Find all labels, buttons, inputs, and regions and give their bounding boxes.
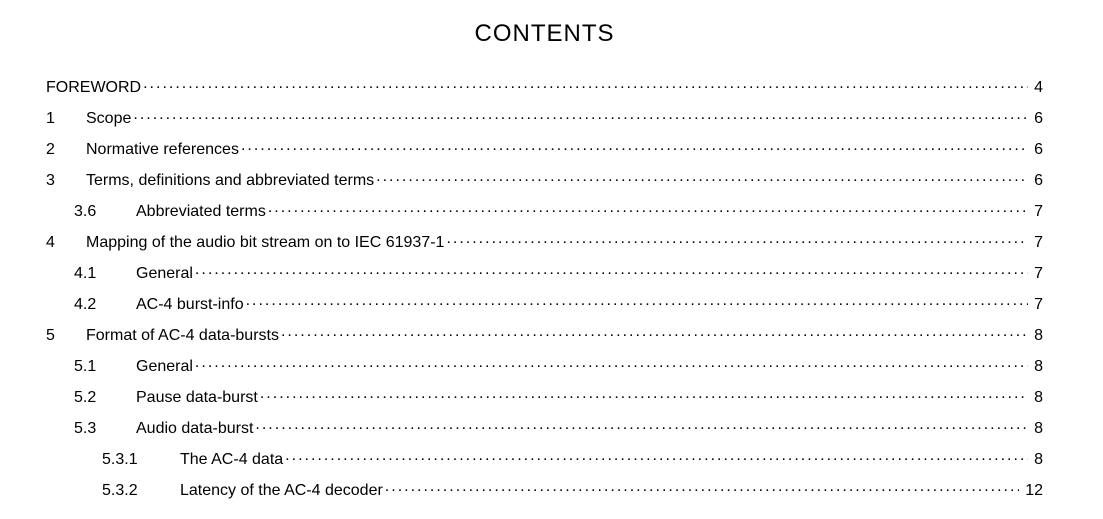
toc-entry: 4Mapping of the audio bit stream on to I… [46,231,1043,252]
toc-entry-number: 3 [46,172,86,190]
toc-entry-label: Terms, definitions and abbreviated terms [86,172,374,190]
toc-entry: 5.3Audio data-burst 8 [46,417,1043,438]
toc-entry-number: 5.1 [74,358,136,376]
toc-entry-page: 7 [1030,234,1043,252]
toc-entry-label: AC-4 burst-info [136,296,244,314]
page: CONTENTS FOREWORD41Scope62Normative refe… [0,0,1103,519]
toc-entry-page: 12 [1021,482,1043,500]
toc-leader-dots [195,355,1028,371]
toc-leader-dots [143,76,1028,92]
toc-entry-page: 8 [1030,420,1043,438]
toc-entry: 5.2Pause data-burst 8 [46,386,1043,407]
toc-entry-page: 8 [1030,327,1043,345]
toc-entry-number: 5 [46,327,86,345]
toc-entry-number: 5.3.1 [102,451,180,469]
toc-leader-dots [246,293,1029,309]
toc-entry-label: Format of AC-4 data-bursts [86,327,279,345]
toc-entry-label: Pause data-burst [136,389,258,407]
toc-leader-dots [376,169,1028,185]
toc-entry-number: 5.3.2 [102,482,180,500]
toc-entry-number: 4.1 [74,265,136,283]
toc-entry-page: 6 [1030,141,1043,159]
toc-entry-number: 5.2 [74,389,136,407]
toc-leader-dots [195,262,1028,278]
toc-entry-number: 1 [46,110,86,128]
toc-entry-page: 7 [1030,203,1043,221]
toc-entry-page: 8 [1030,451,1043,469]
toc-entry: 3.6Abbreviated terms 7 [46,200,1043,221]
toc-entry-number: 4 [46,234,86,252]
toc-entry-label: Audio data-burst [136,420,253,438]
toc-entry-number: 4.2 [74,296,136,314]
toc-entry-label: Scope [86,110,131,128]
toc-entry: 5Format of AC-4 data-bursts 8 [46,324,1043,345]
toc-entry-number: 3.6 [74,203,136,221]
toc-entry: 4.1General 7 [46,262,1043,283]
toc-entry-label: Mapping of the audio bit stream on to IE… [86,234,444,252]
toc-entry: FOREWORD 4 [46,76,1043,97]
table-of-contents: FOREWORD41Scope62Normative references63T… [46,76,1043,500]
toc-leader-dots [285,448,1028,464]
toc-entry: 5.3.2Latency of the AC-4 decoder 12 [46,479,1043,500]
toc-entry-label: Latency of the AC-4 decoder [180,482,383,500]
toc-leader-dots [446,231,1028,247]
contents-title: CONTENTS [46,20,1043,48]
toc-entry-label: General [136,358,193,376]
toc-leader-dots [255,417,1028,433]
toc-entry: 5.1General 8 [46,355,1043,376]
toc-entry-label: FOREWORD [46,79,141,97]
toc-leader-dots [268,200,1028,216]
toc-leader-dots [241,138,1028,154]
toc-entry-page: 6 [1030,172,1043,190]
toc-entry-label: General [136,265,193,283]
toc-entry-number: 2 [46,141,86,159]
toc-entry-page: 6 [1030,110,1043,128]
toc-entry-label: The AC-4 data [180,451,283,469]
toc-entry-page: 8 [1030,358,1043,376]
toc-entry-page: 8 [1030,389,1043,407]
toc-entry-page: 7 [1030,296,1043,314]
toc-leader-dots [385,479,1019,495]
toc-entry: 2Normative references 6 [46,138,1043,159]
toc-entry-number: 5.3 [74,420,136,438]
toc-leader-dots [260,386,1028,402]
toc-entry: 1Scope 6 [46,107,1043,128]
toc-entry: 4.2AC-4 burst-info 7 [46,293,1043,314]
toc-entry-label: Normative references [86,141,239,159]
toc-entry: 3Terms, definitions and abbreviated term… [46,169,1043,190]
toc-leader-dots [133,107,1028,123]
toc-entry-label: Abbreviated terms [136,203,266,221]
toc-leader-dots [281,324,1028,340]
toc-entry-page: 7 [1030,265,1043,283]
toc-entry: 5.3.1The AC-4 data 8 [46,448,1043,469]
toc-entry-page: 4 [1030,79,1043,97]
